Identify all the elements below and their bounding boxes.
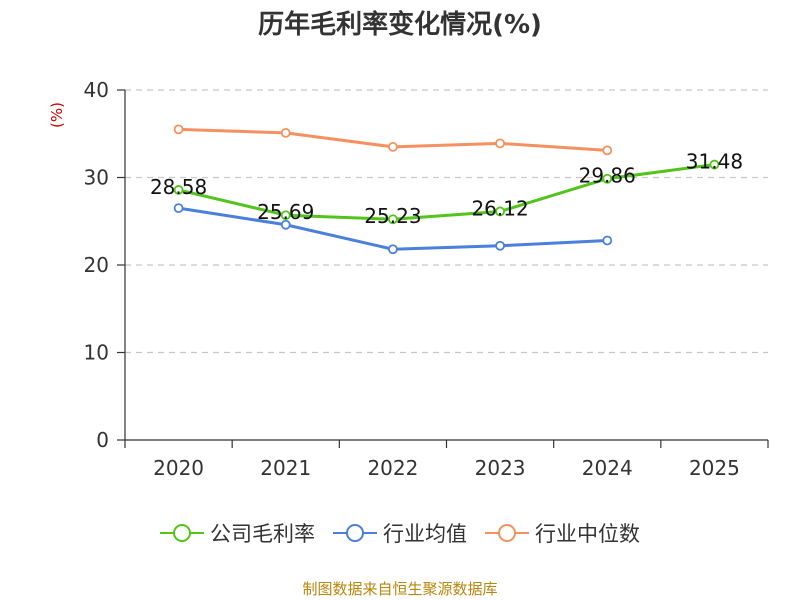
legend-item-industry-median[interactable]: 行业中位数: [485, 518, 640, 548]
data-point-0: [173, 185, 184, 195]
data-point-2: [388, 141, 398, 152]
data-label: 26.12: [471, 196, 528, 220]
data-point-0: [388, 214, 398, 225]
data-point-0: [280, 210, 291, 221]
y-tick-label: 30: [84, 166, 109, 190]
source-footer: 制图数据来自恒生聚源数据库: [302, 580, 498, 598]
data-point-1: [495, 240, 505, 251]
data-point-1: [173, 203, 184, 214]
data-label: 25.23: [364, 204, 421, 228]
data-point-2: [602, 145, 613, 156]
legend: 公司毛利率 行业均值 行业中位数: [0, 518, 800, 548]
x-tick-label: 2020: [153, 456, 204, 480]
legend-item-industry-avg[interactable]: 行业均值: [333, 518, 467, 548]
data-label: 29.86: [579, 164, 636, 188]
y-tick-label: 20: [84, 253, 109, 277]
legend-label-company: 公司毛利率: [210, 522, 315, 546]
legend-label-industry-median: 行业中位数: [535, 522, 640, 546]
y-tick-label: 40: [84, 78, 109, 102]
data-point-2: [173, 124, 184, 135]
data-point-0: [602, 173, 613, 184]
legend-marker-industry-avg: [333, 524, 377, 542]
x-tick-label: 2021: [260, 456, 311, 480]
x-tick-label: 2024: [582, 456, 633, 480]
x-tick-label: 2023: [475, 456, 526, 480]
data-point-1: [388, 244, 398, 255]
data-point-1: [280, 219, 291, 230]
series-line-0: [178, 163, 715, 221]
data-point-0: [495, 206, 505, 217]
x-tick-label: 2022: [367, 456, 418, 480]
legend-item-company[interactable]: 公司毛利率: [160, 518, 315, 548]
legend-label-industry-avg: 行业均值: [383, 522, 467, 546]
data-label: 31.48: [686, 150, 743, 174]
chart-title: 历年毛利率变化情况(%): [258, 10, 542, 40]
data-point-2: [495, 138, 505, 149]
data-point-0: [709, 159, 720, 170]
y-tick-label: 10: [84, 341, 109, 365]
y-tick-label: 0: [96, 428, 109, 452]
legend-marker-company: [160, 524, 204, 542]
data-point-1: [602, 235, 613, 246]
data-label: 28.58: [150, 175, 207, 199]
legend-marker-industry-median: [485, 524, 529, 542]
data-label: 25.69: [257, 200, 314, 224]
x-tick-label: 2025: [689, 456, 740, 480]
data-point-2: [280, 127, 291, 138]
